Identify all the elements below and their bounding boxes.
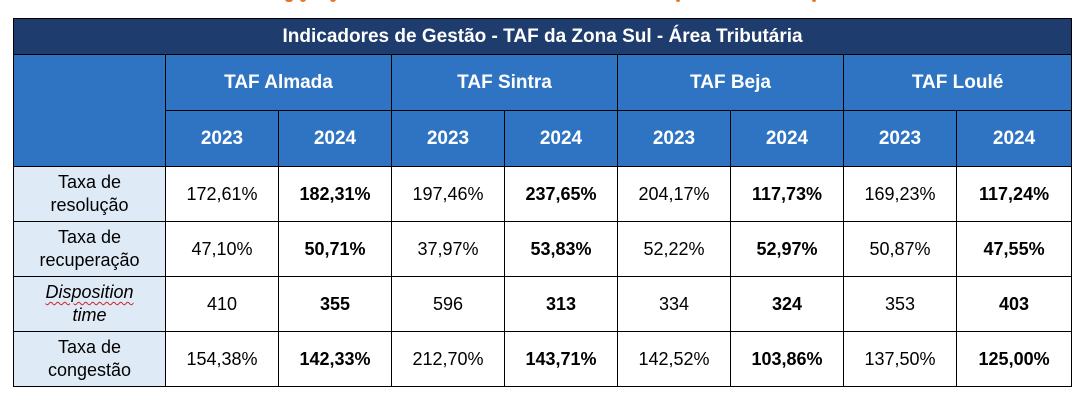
value-cell: 125,00% <box>955 331 1073 387</box>
year-header: 2023 <box>391 110 505 167</box>
value-cell: 182,31% <box>278 166 392 222</box>
table-row-taxa-recuperacao: Taxa de recuperação 47,10% 50,71% 37,97%… <box>13 221 1073 277</box>
value-cell: 204,17% <box>617 166 731 222</box>
value-cell: 237,65% <box>504 166 618 222</box>
header-corner <box>13 54 166 167</box>
value-cell: 52,97% <box>730 221 844 277</box>
row-label-line: Taxa de <box>57 227 122 247</box>
value-cell: 197,46% <box>391 166 505 222</box>
row-label: Taxa de recuperação <box>13 221 166 277</box>
value-cell: 47,55% <box>955 221 1073 277</box>
value-cell: 52,22% <box>617 221 731 277</box>
year-header: 2024 <box>504 110 618 167</box>
value-cell: 143,71% <box>504 331 618 387</box>
table-row-taxa-resolucao: Taxa de resolução 172,61% 182,31% 197,46… <box>13 166 1073 222</box>
value-cell: 117,24% <box>955 166 1073 222</box>
year-header: 2024 <box>730 110 844 167</box>
taf-header-loule: TAF Loulé <box>842 54 1073 111</box>
table-row-taxa-congestao: Taxa de congestão 154,38% 142,33% 212,70… <box>13 331 1073 387</box>
value-cell: 53,83% <box>504 221 618 277</box>
value-cell: 410 <box>165 276 279 332</box>
row-label-line: Disposition <box>45 282 134 302</box>
row-label-line: resolução <box>50 195 129 215</box>
table-title: Indicadores de Gestão - TAF da Zona Sul … <box>12 18 1073 55</box>
value-cell: 154,38% <box>165 331 279 387</box>
value-cell: 137,50% <box>843 331 957 387</box>
value-cell: 142,33% <box>278 331 392 387</box>
value-cell: 353 <box>843 276 957 332</box>
taf-header-beja: TAF Beja <box>617 54 844 111</box>
row-label-line: congestão <box>47 360 132 380</box>
value-cell: 313 <box>504 276 618 332</box>
year-header: 2023 <box>617 110 731 167</box>
year-header: 2024 <box>278 110 392 167</box>
value-cell: 103,86% <box>730 331 844 387</box>
row-label-line: Taxa de <box>57 172 122 192</box>
value-cell: 172,61% <box>165 166 279 222</box>
table-row-disposition-time: Disposition time 410 355 596 313 334 324… <box>13 276 1073 332</box>
row-label: Taxa de resolução <box>13 166 166 222</box>
indicators-table: Indicadores de Gestão - TAF da Zona Sul … <box>12 18 1073 387</box>
value-cell: 169,23% <box>843 166 957 222</box>
value-cell: 355 <box>278 276 392 332</box>
row-label-line: time <box>72 305 107 325</box>
year-header: 2024 <box>955 110 1073 167</box>
taf-header-sintra: TAF Sintra <box>391 54 618 111</box>
value-cell: 334 <box>617 276 731 332</box>
value-cell: 117,73% <box>730 166 844 222</box>
value-cell: 50,71% <box>278 221 392 277</box>
taf-header-almada: TAF Almada <box>165 54 392 111</box>
value-cell: 403 <box>955 276 1073 332</box>
row-label-line: recuperação <box>39 250 140 270</box>
value-cell: 47,10% <box>165 221 279 277</box>
value-cell: 37,97% <box>391 221 505 277</box>
value-cell: 212,70% <box>391 331 505 387</box>
cropped-heading-fragment <box>0 0 1087 10</box>
row-label: Taxa de congestão <box>13 331 166 387</box>
value-cell: 596 <box>391 276 505 332</box>
year-header: 2023 <box>843 110 957 167</box>
row-label-line: Taxa de <box>57 337 122 357</box>
year-header: 2023 <box>165 110 279 167</box>
row-label: Disposition time <box>13 276 166 332</box>
value-cell: 50,87% <box>843 221 957 277</box>
value-cell: 324 <box>730 276 844 332</box>
value-cell: 142,52% <box>617 331 731 387</box>
